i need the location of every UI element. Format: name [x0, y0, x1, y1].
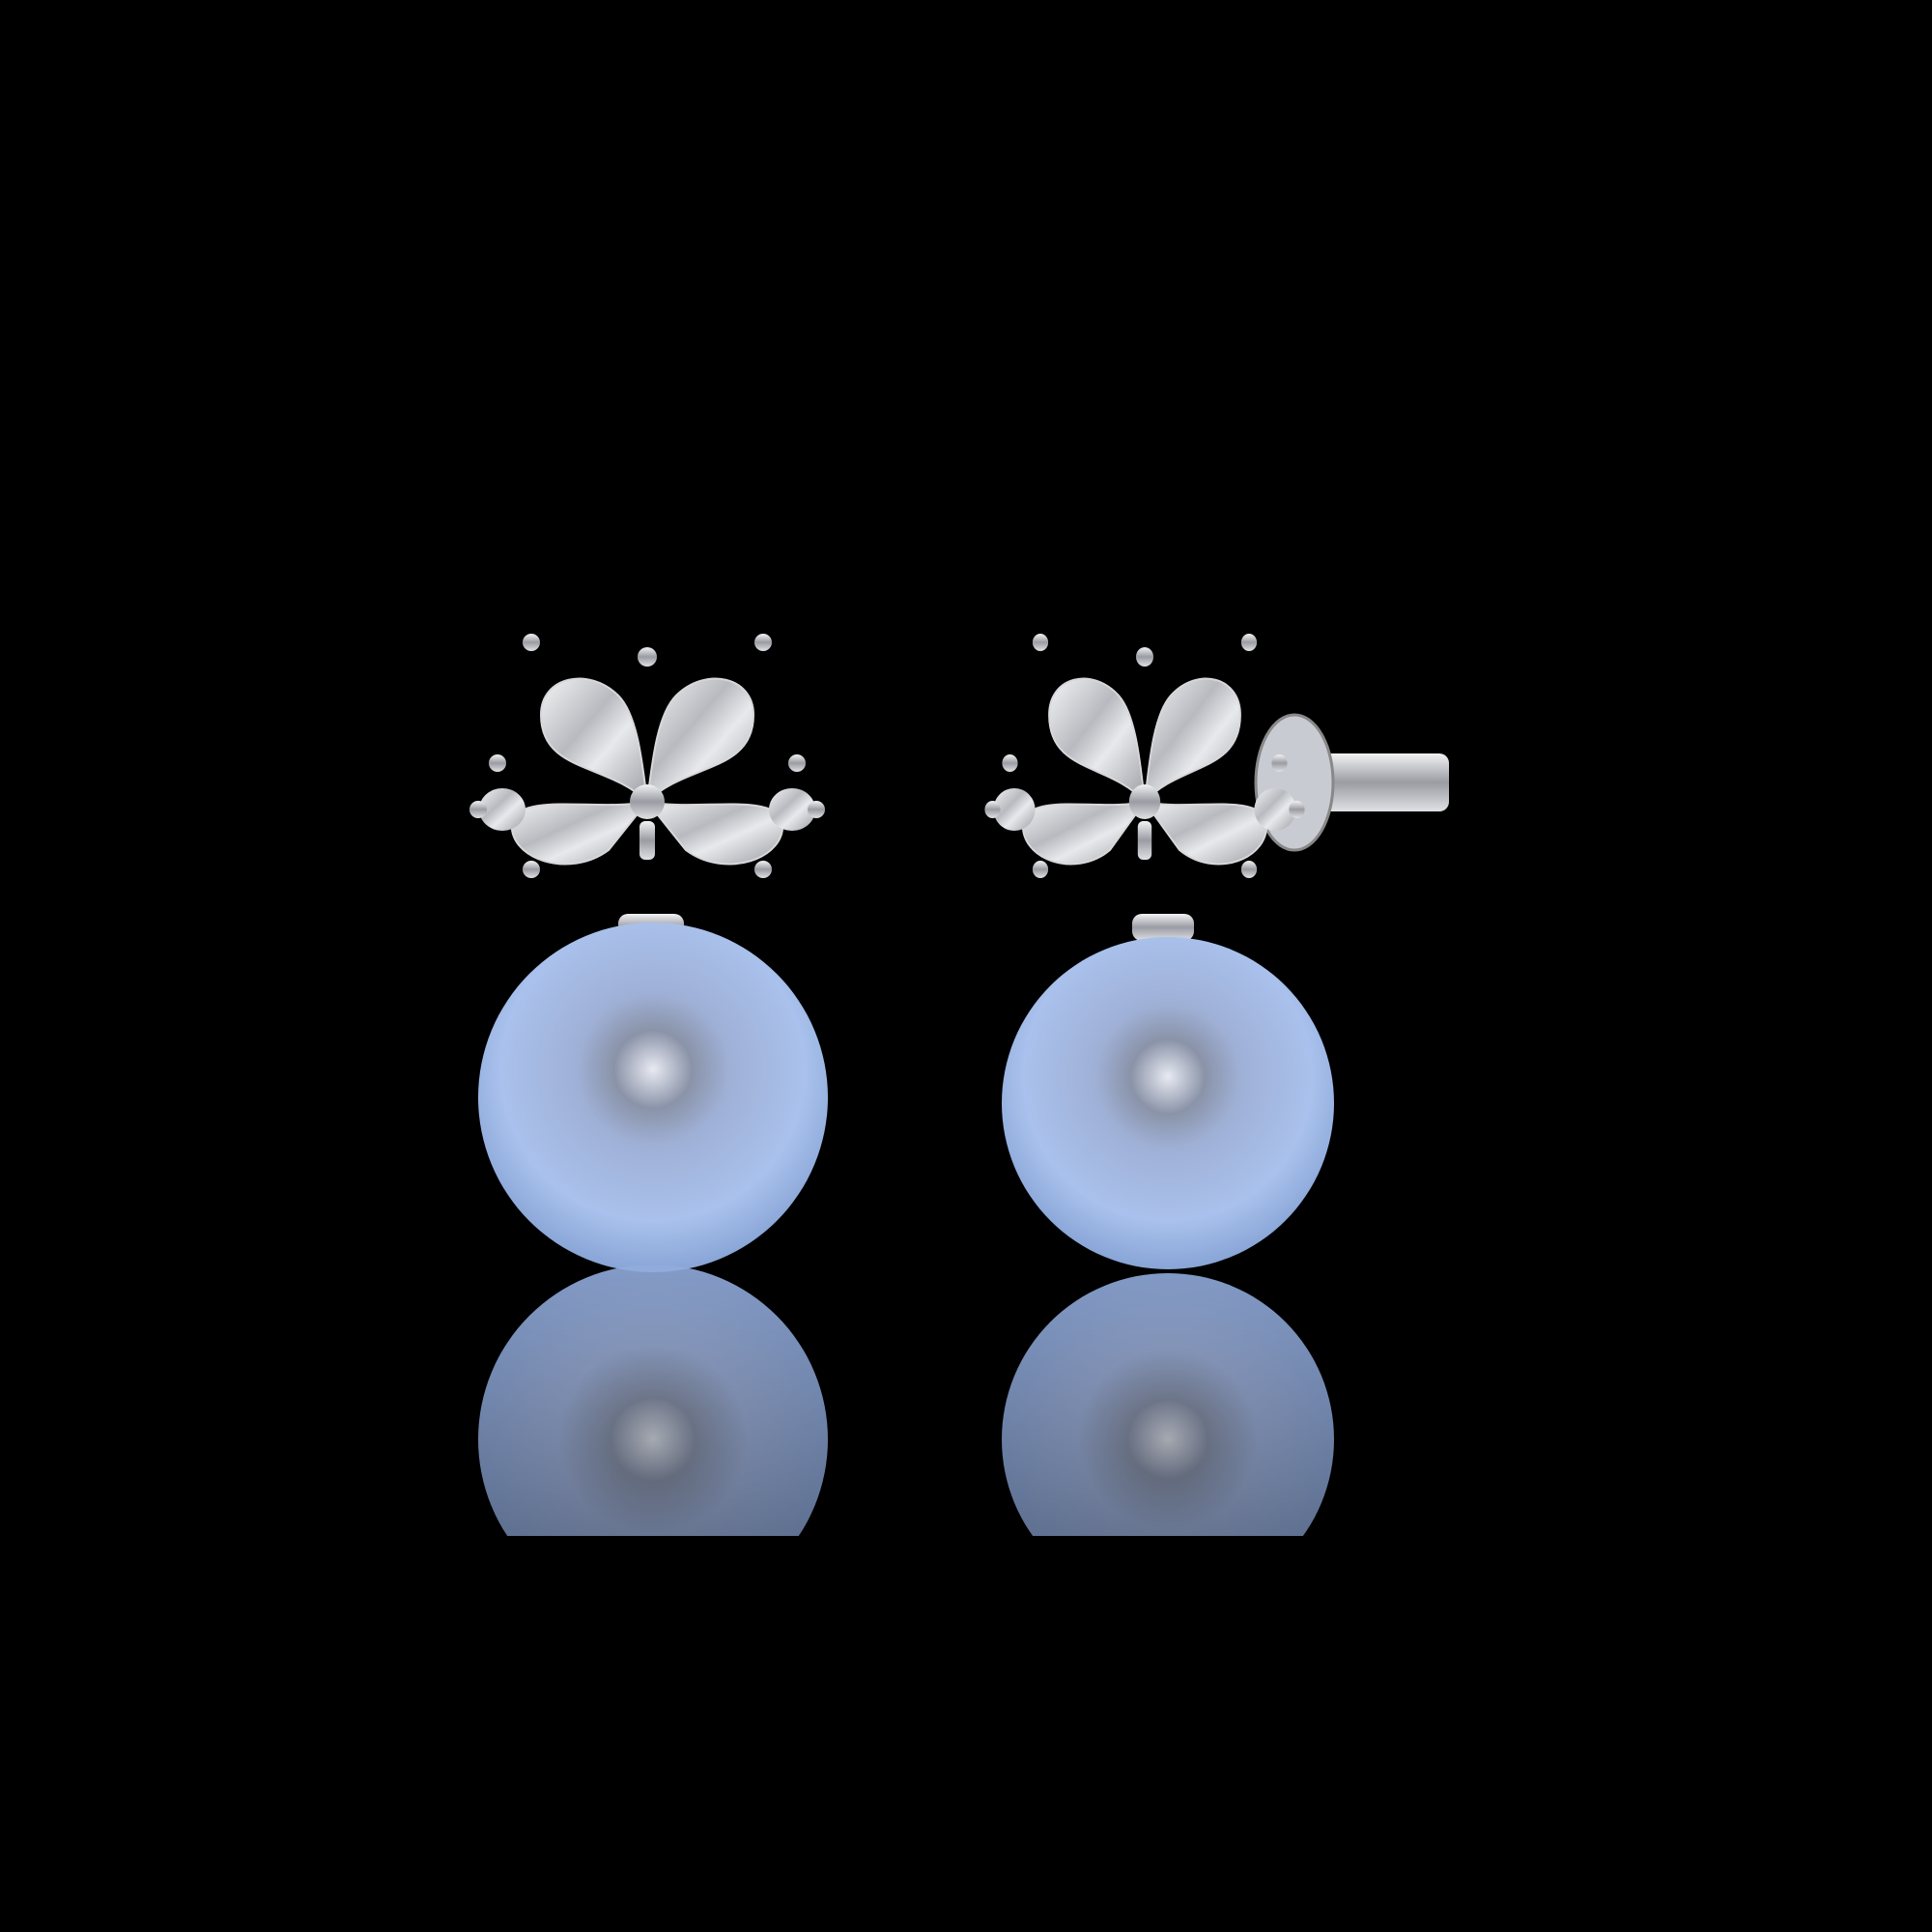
- pearl: [478, 923, 828, 1272]
- left-earring: [469, 633, 828, 1272]
- reflection: [0, 1264, 1932, 1932]
- pearl: [1002, 937, 1334, 1269]
- right-earring: [983, 633, 1449, 1269]
